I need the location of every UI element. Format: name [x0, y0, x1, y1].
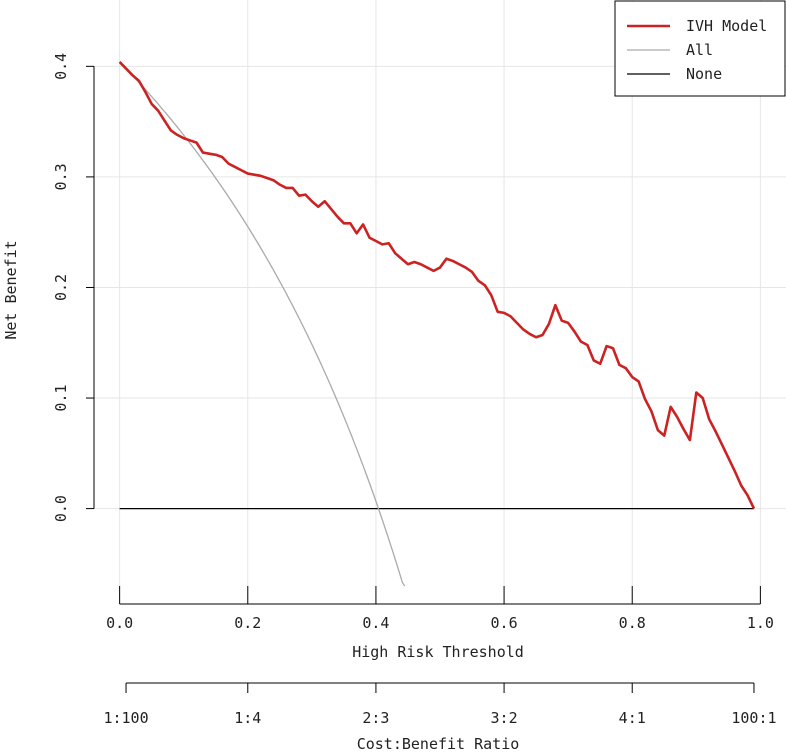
x-axis: 0.0 0.2 0.4 0.6 0.8 1.0	[106, 586, 774, 632]
y-tick-label: 0.2	[52, 274, 70, 301]
cost-benefit-tick-label: 2:3	[362, 709, 389, 727]
cost-benefit-tick-label: 3:2	[491, 709, 518, 727]
series-lines	[118, 61, 756, 587]
legend-label: None	[686, 65, 722, 83]
y-tick-label: 0.1	[52, 384, 70, 411]
x-tick-label: 1.0	[747, 614, 774, 632]
legend-label: All	[686, 41, 713, 59]
x-tick-label: 0.6	[491, 614, 518, 632]
y-axis-title: Net Benefit	[2, 240, 20, 339]
cost-benefit-tick-label: 1:100	[103, 709, 148, 727]
cost-benefit-tick-label: 100:1	[731, 709, 776, 727]
legend-label: IVH Model	[686, 17, 767, 35]
legend-box	[614, 0, 786, 97]
y-axis: 0.0 0.1 0.2 0.3 0.4	[52, 53, 95, 522]
x-tick-label: 0.2	[234, 614, 261, 632]
cost-benefit-tick-label: 1:4	[234, 709, 261, 727]
y-tick-label: 0.4	[52, 53, 70, 80]
cost-benefit-axis: 1:100 1:4 2:3 3:2 4:1 100:1	[103, 682, 777, 727]
cost-benefit-tick-label: 4:1	[619, 709, 646, 727]
y-tick-label: 0.3	[52, 163, 70, 190]
x-tick-label: 0.8	[619, 614, 646, 632]
x-tick-label: 0.4	[362, 614, 389, 632]
cost-benefit-axis-title: Cost:Benefit Ratio	[357, 735, 520, 753]
x-axis-title: High Risk Threshold	[352, 643, 524, 661]
series-line-ivh-model	[118, 61, 756, 510]
y-tick-label: 0.0	[52, 495, 70, 522]
x-tick-label: 0.0	[106, 614, 133, 632]
legend: IVH Model All None	[614, 0, 786, 97]
series-line-all	[119, 61, 406, 587]
